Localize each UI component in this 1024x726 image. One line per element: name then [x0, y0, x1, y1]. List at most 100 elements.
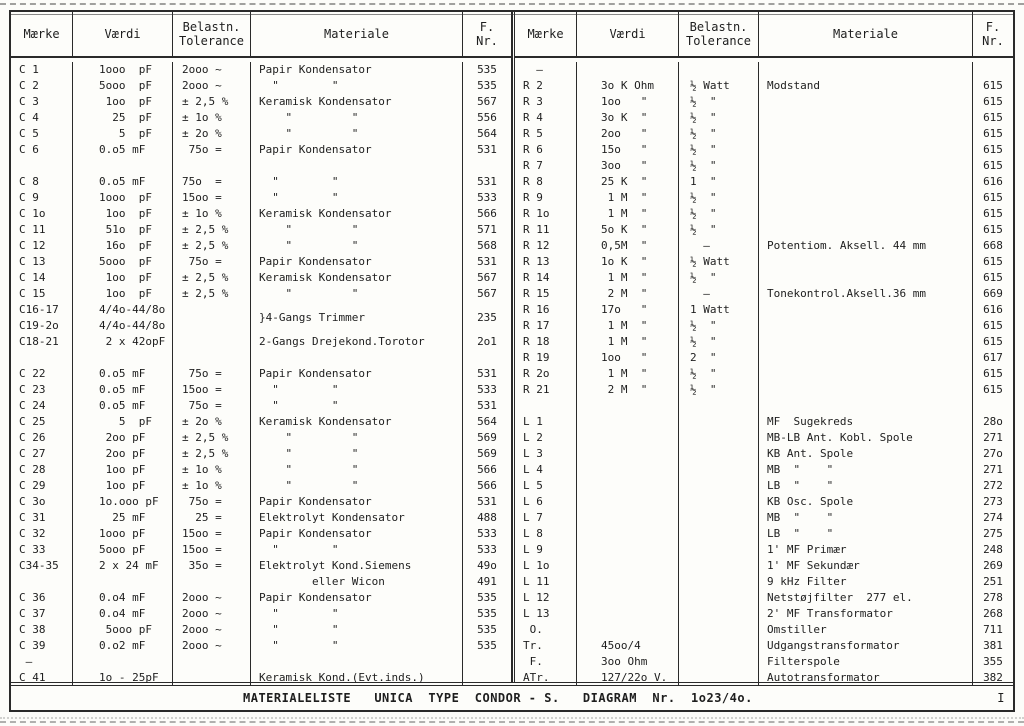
cell-maerke: C 9	[11, 190, 73, 206]
cell-maerke: R 1o	[515, 206, 577, 222]
cell-materiale: 1' MF Primær	[759, 542, 973, 558]
cell-maerke: C 27	[11, 446, 73, 462]
cell-fnr: 568	[477, 239, 497, 252]
cell-tolerance: ½ "	[679, 334, 759, 350]
cell-tolerance: 75o =	[173, 174, 251, 190]
cell-maerke: ATr.	[515, 670, 577, 686]
cell-tolerance: ± 2,5 %	[173, 446, 251, 462]
cell-tolerance	[679, 62, 759, 78]
cell-tolerance	[679, 654, 759, 670]
cell-materiale	[759, 350, 973, 366]
cell-maerke: L 5	[515, 478, 577, 494]
cell-vaerdi: 127/22o V.	[577, 670, 679, 686]
cell-vaerdi: 1oo pF	[73, 286, 173, 302]
scan-artifact-top-edge	[0, 3, 1024, 5]
cell-materiale: " "	[251, 78, 463, 94]
cell-materiale: }4-Gangs Trimmer	[251, 302, 463, 334]
cell-vaerdi: 15o "	[577, 142, 679, 158]
cell-tolerance: 15oo =	[173, 382, 251, 398]
cell-maerke: C 22	[11, 366, 73, 382]
cell-tolerance: 1 Watt	[679, 302, 759, 318]
cell-materiale: Papir Kondensator	[251, 254, 463, 270]
cell-tolerance: ± 1o %	[173, 206, 251, 222]
cell-tolerance: 35o =	[173, 558, 251, 574]
cell-vaerdi: 1oo pF	[73, 462, 173, 478]
cell-tolerance	[173, 158, 251, 174]
cell-maerke: C 12	[11, 238, 73, 254]
cell-maerke: Tr.	[515, 638, 577, 654]
cell-maerke: C 36	[11, 590, 73, 606]
cell-vaerdi	[577, 526, 679, 542]
cell-fnr: 533	[477, 383, 497, 396]
cell-vaerdi: 1oo pF	[73, 478, 173, 494]
column-header-maerke: Mærke	[515, 12, 577, 56]
cell-tolerance	[679, 542, 759, 558]
cell-materiale: Modstand	[759, 78, 973, 94]
cell-fnr: 533	[477, 191, 497, 204]
cell-tolerance: ½ "	[679, 190, 759, 206]
cell-maerke: C 3o	[11, 494, 73, 510]
cell-maerke: R 6	[515, 142, 577, 158]
cell-tolerance	[679, 606, 759, 622]
cell-fnr: 569	[477, 431, 497, 444]
cell-fnr: 533	[477, 543, 497, 556]
cell-tolerance: ± 1o %	[173, 462, 251, 478]
cell-maerke: C 41	[11, 670, 73, 686]
cell-maerke: R 17	[515, 318, 577, 334]
cell-materiale	[759, 206, 973, 222]
cell-vaerdi	[577, 430, 679, 446]
cell-tolerance: ± 2,5 %	[173, 94, 251, 110]
cell-tolerance	[679, 638, 759, 654]
cell-fnr: 275	[983, 527, 1003, 540]
cell-fnr: 615	[983, 111, 1003, 124]
cell-maerke: C 3	[11, 94, 73, 110]
cell-tolerance: —	[679, 238, 759, 254]
cell-vaerdi: 1o K "	[577, 254, 679, 270]
cell-maerke: –	[515, 62, 577, 78]
cell-materiale	[759, 382, 973, 398]
cell-fnr: 531	[477, 399, 497, 412]
cell-vaerdi	[577, 494, 679, 510]
cell-fnr: 355	[983, 655, 1003, 668]
cell-vaerdi: 1 M "	[577, 366, 679, 382]
cell-tolerance: 75o =	[173, 254, 251, 270]
cell-fnr: 535	[477, 639, 497, 652]
cell-materiale: Netstøjfilter 277 el.	[759, 590, 973, 606]
cell-maerke: L 3	[515, 446, 577, 462]
cell-fnr: 531	[477, 255, 497, 268]
cell-fnr: 248	[983, 543, 1003, 556]
cell-tolerance	[679, 526, 759, 542]
cell-fnr: 535	[477, 623, 497, 636]
cell-vaerdi: 17o "	[577, 302, 679, 318]
cell-maerke: C 25	[11, 414, 73, 430]
cell-fnr: 531	[477, 143, 497, 156]
cell-materiale: Potentiom. Aksell. 44 mm	[759, 238, 973, 254]
cell-maerke: R 7	[515, 158, 577, 174]
cell-vaerdi: 3oo Ohm	[577, 654, 679, 670]
cell-maerke: C 23	[11, 382, 73, 398]
cell-maerke	[515, 398, 577, 414]
cell-materiale: " "	[251, 286, 463, 302]
cell-maerke: C 24	[11, 398, 73, 414]
cell-materiale: Filterspole	[759, 654, 973, 670]
cell-vaerdi	[73, 158, 173, 174]
cell-tolerance: 15oo =	[173, 190, 251, 206]
cell-maerke: R 3	[515, 94, 577, 110]
cell-vaerdi: 1ooo pF	[73, 190, 173, 206]
cell-materiale: Papir Kondensator	[251, 590, 463, 606]
cell-materiale	[759, 62, 973, 78]
cell-materiale: " "	[251, 462, 463, 478]
cell-materiale: Papir Kondensator	[251, 142, 463, 158]
cell-materiale: Elektrolyt Kondensator	[251, 510, 463, 526]
cell-vaerdi	[577, 558, 679, 574]
cell-tolerance: ½ "	[679, 94, 759, 110]
cell-tolerance: 25 =	[173, 510, 251, 526]
cell-tolerance: 75o =	[173, 142, 251, 158]
cell-fnr: 531	[477, 495, 497, 508]
cell-vaerdi: 0.o4 mF	[73, 606, 173, 622]
cell-materiale: Elektrolyt Kond.Siemens	[251, 558, 463, 574]
cell-tolerance	[173, 350, 251, 366]
cell-materiale	[759, 126, 973, 142]
cell-materiale: Keramisk Kond.(Evt.inds.)	[251, 670, 463, 686]
cell-vaerdi: 1oo "	[577, 350, 679, 366]
